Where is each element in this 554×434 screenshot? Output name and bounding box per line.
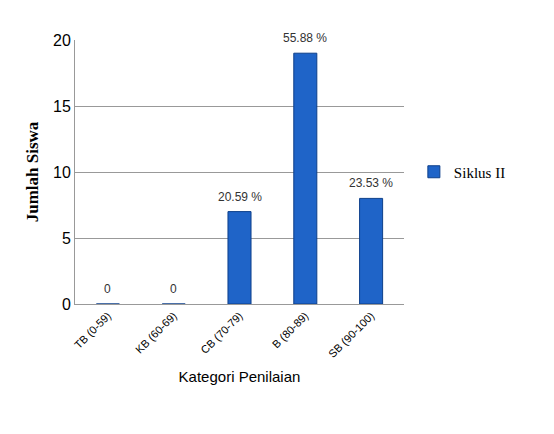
svg-text:Siklus II: Siklus II [454,165,505,181]
svg-text:55.88 %: 55.88 % [283,31,327,45]
svg-text:20.59 %: 20.59 % [218,190,262,204]
svg-text:20: 20 [53,32,71,49]
svg-text:10: 10 [53,164,71,181]
svg-text:Jumlah Siswa: Jumlah Siswa [23,121,42,222]
svg-text:5: 5 [62,230,71,247]
svg-text:KB (60-69): KB (60-69) [133,310,179,356]
svg-text:CB (70-79): CB (70-79) [198,310,245,357]
svg-text:SB (90-100): SB (90-100) [326,310,376,360]
svg-text:0: 0 [62,296,71,313]
svg-text:B (80-89): B (80-89) [270,310,311,351]
svg-text:0: 0 [170,282,177,296]
svg-text:23.53 %: 23.53 % [349,176,393,190]
svg-text:15: 15 [53,98,71,115]
svg-text:0: 0 [104,282,111,296]
svg-text:Kategori Penilaian: Kategori Penilaian [179,368,301,385]
svg-text:TB (0-59): TB (0-59) [72,310,113,351]
